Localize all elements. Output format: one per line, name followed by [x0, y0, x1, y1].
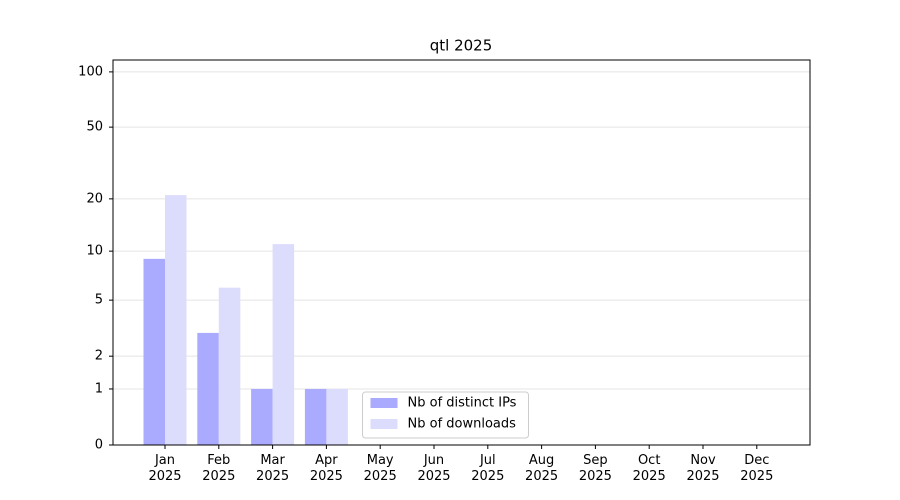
x-tick-label: Aug 2025 — [525, 453, 559, 484]
bar — [304, 388, 327, 445]
y-tick-label: 1 — [95, 381, 103, 396]
y-tick-label: 10 — [86, 244, 103, 259]
x-tick-label: Dec 2025 — [740, 453, 774, 484]
x-tick-label: Sep 2025 — [578, 453, 612, 484]
y-tick-label: 50 — [86, 120, 103, 135]
legend-label: Nb of downloads — [408, 417, 517, 432]
legend-swatch — [370, 419, 398, 429]
x-tick-label: Mar 2025 — [256, 453, 290, 484]
x-tick-label: Apr 2025 — [309, 453, 343, 484]
bar — [218, 287, 241, 445]
y-tick-label: 5 — [95, 293, 103, 308]
x-tick-label: Jun 2025 — [417, 453, 451, 484]
y-tick-label: 100 — [78, 64, 103, 79]
x-tick-label: Jul 2025 — [471, 453, 505, 484]
bar — [165, 195, 187, 445]
x-tick-label: May 2025 — [363, 453, 397, 484]
y-tick-label: 20 — [86, 191, 103, 206]
bar — [251, 388, 273, 445]
y-tick-label: 0 — [95, 438, 103, 453]
legend-box — [362, 391, 529, 439]
bar — [326, 388, 348, 445]
x-tick-label: Nov 2025 — [686, 453, 720, 484]
bar — [143, 258, 165, 445]
x-tick-label: Jan 2025 — [148, 453, 182, 484]
legend-label: Nb of distinct IPs — [408, 396, 517, 411]
bar — [272, 244, 295, 445]
legend-swatch — [370, 398, 398, 408]
x-tick-label: Feb 2025 — [202, 453, 236, 484]
x-tick-label: Oct 2025 — [632, 453, 666, 484]
plot-frame — [112, 59, 811, 446]
chart-title: qtl 2025 — [430, 37, 493, 55]
bar — [197, 332, 219, 445]
y-tick-label: 2 — [95, 349, 103, 364]
